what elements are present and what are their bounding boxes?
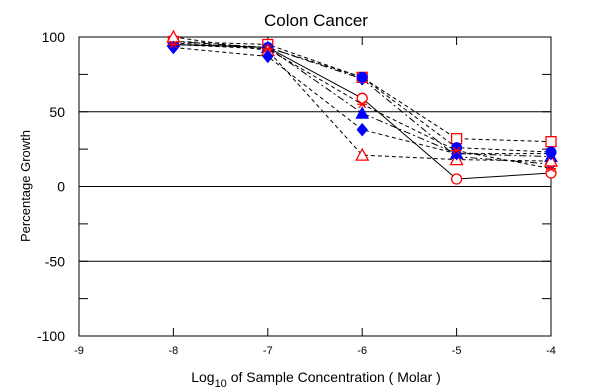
data-point bbox=[545, 146, 557, 161]
data-point bbox=[545, 135, 557, 148]
x-tick-label: -8 bbox=[169, 345, 179, 357]
data-point bbox=[355, 106, 370, 119]
y-axis-label: Percentage Growth bbox=[18, 130, 33, 242]
chart-title: Colon Cancer bbox=[264, 11, 368, 30]
y-tick-label: 50 bbox=[49, 104, 65, 120]
x-axis-label-suffix: of Sample Concentration ( Molar ) bbox=[227, 369, 441, 385]
data-point bbox=[546, 164, 556, 173]
x-tick-label: -6 bbox=[357, 345, 367, 357]
y-tick-label: -100 bbox=[37, 328, 65, 344]
x-axis-label: Log10 of Sample Concentration ( Molar ) bbox=[191, 369, 441, 387]
series-line bbox=[173, 36, 552, 162]
data-point bbox=[168, 40, 179, 49]
plot-area: -100 -50 0 50 100 -9 -8 -7 -6 -5 -4 bbox=[37, 29, 559, 357]
data-point bbox=[356, 122, 368, 137]
x-tick-label: -9 bbox=[74, 345, 84, 357]
data-point bbox=[450, 173, 463, 185]
y-tick-label: 100 bbox=[42, 29, 66, 45]
y-tick-label: -50 bbox=[45, 253, 65, 269]
series-line bbox=[173, 46, 551, 155]
x-axis-label-subscript: 10 bbox=[215, 378, 227, 387]
x-axis-label-prefix: Log bbox=[191, 369, 214, 385]
data-point bbox=[543, 153, 559, 167]
data-point bbox=[357, 100, 368, 109]
x-tick-label: -7 bbox=[263, 345, 273, 357]
y-tick-label: 0 bbox=[57, 179, 65, 195]
data-point bbox=[262, 45, 273, 53]
data-point bbox=[355, 147, 370, 161]
x-tick-label: -4 bbox=[546, 345, 556, 357]
data-point bbox=[451, 146, 462, 155]
data-point bbox=[356, 71, 368, 83]
data-point bbox=[262, 49, 274, 64]
data-point bbox=[356, 92, 368, 104]
series-8 bbox=[168, 40, 556, 173]
x-tick-label: -5 bbox=[452, 345, 462, 357]
series-line bbox=[173, 40, 552, 143]
